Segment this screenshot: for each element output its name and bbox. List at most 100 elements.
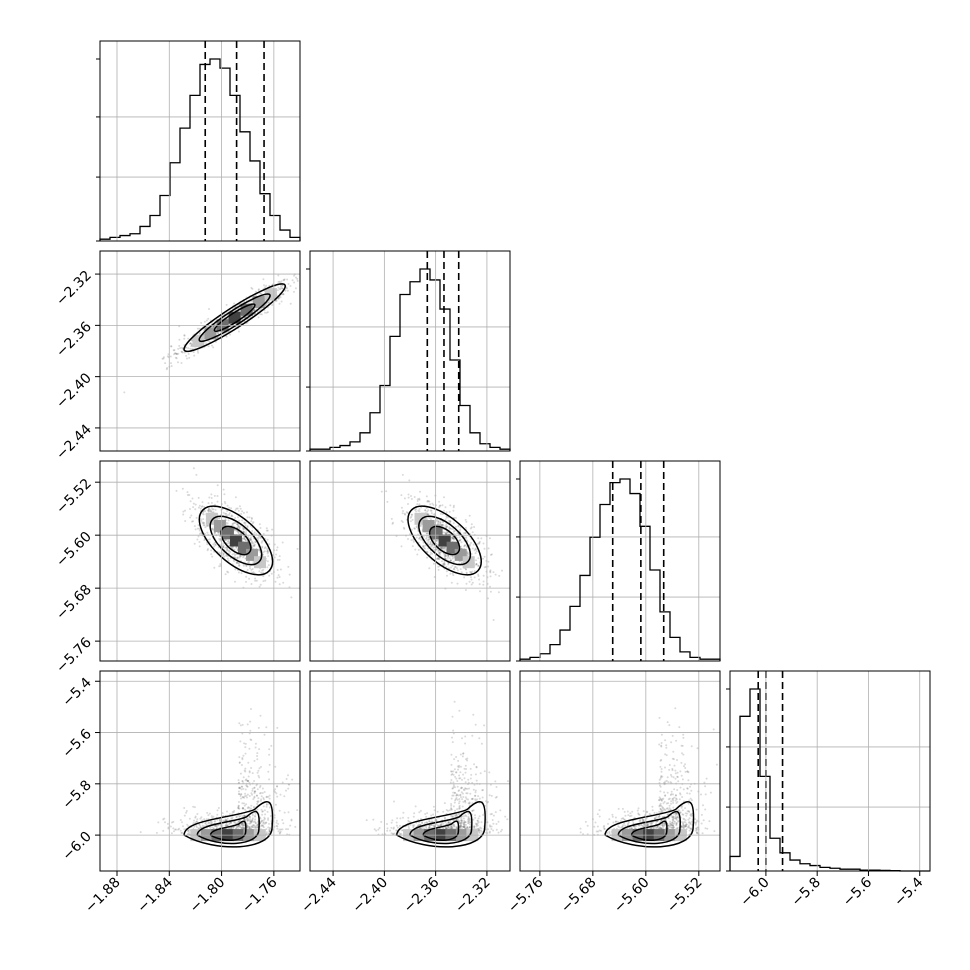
scatter-point (260, 795, 263, 798)
scatter-point (203, 818, 206, 821)
scatter-point (418, 503, 421, 506)
scatter-point (464, 589, 467, 591)
scatter-point (243, 536, 246, 539)
scatter-point (188, 494, 191, 496)
scatter-point (446, 531, 449, 534)
scatter-point (274, 765, 277, 768)
scatter-point (223, 493, 226, 496)
scatter-point (224, 517, 227, 520)
scatter-point (236, 523, 239, 526)
scatter-point (195, 473, 198, 476)
scatter-point (248, 795, 251, 797)
scatter-point (213, 545, 216, 548)
scatter-point (442, 521, 444, 524)
scatter-point (196, 818, 199, 821)
scatter-point (226, 555, 228, 557)
scatter-point (403, 512, 406, 515)
scatter-point (400, 506, 403, 509)
scatter-point (197, 496, 200, 499)
scatter-point (217, 824, 220, 827)
scatter-point (623, 818, 626, 821)
scatter-point (268, 753, 271, 756)
contour-panel-0-1 (123, 273, 299, 394)
scatter-point (258, 748, 261, 751)
scatter-point (287, 811, 290, 814)
scatter-point (400, 519, 403, 522)
scatter-point (287, 787, 290, 790)
scatter-point (448, 557, 451, 560)
scatter-point (222, 544, 225, 547)
contour-level-1 (198, 293, 271, 343)
scatter-point (423, 545, 426, 548)
scatter-point (447, 555, 450, 558)
scatter-point (386, 827, 389, 830)
scatter-point (262, 551, 265, 554)
scatter-point (246, 526, 249, 529)
scatter-point (466, 826, 469, 829)
scatter-point (457, 524, 460, 527)
scatter-point (426, 513, 429, 516)
scatter-point (228, 513, 231, 516)
scatter-point (450, 797, 453, 800)
scatter-point (218, 517, 220, 520)
scatter-point (194, 815, 197, 818)
scatter-point (253, 544, 256, 547)
scatter-point (262, 819, 265, 822)
contour-level-0 (183, 283, 287, 353)
scatter-point (478, 831, 481, 834)
scatter-point (246, 516, 249, 519)
scatter-point (206, 509, 209, 512)
scatter-point (668, 804, 671, 807)
scatter-point (386, 823, 388, 825)
scatter-point (262, 533, 265, 535)
scatter-point (243, 521, 246, 524)
scatter-point (431, 502, 434, 505)
scatter-point (401, 512, 404, 515)
scatter-point (504, 815, 507, 818)
scatter-point (213, 494, 216, 497)
scatter-point (242, 528, 245, 530)
scatter-point (201, 512, 204, 515)
scatter-point (449, 572, 452, 575)
scatter-point (226, 542, 229, 545)
scatter-point (227, 540, 230, 543)
scatter-point (254, 579, 257, 582)
scatter-point (494, 573, 497, 576)
density-shading (205, 512, 266, 569)
scatter-point (470, 523, 473, 526)
scatter-point (261, 540, 264, 543)
scatter-point (475, 563, 478, 565)
scatter-point (213, 566, 216, 569)
scatter-point (478, 797, 481, 800)
scatter-point (456, 785, 459, 788)
scatter-point (424, 509, 427, 512)
scatter-point (259, 313, 262, 316)
scatter-point (251, 530, 254, 532)
scatter-point (459, 765, 462, 768)
scatter-point (240, 315, 243, 318)
scatter-point (424, 547, 426, 550)
scatter-point (257, 289, 260, 292)
scatter-point (235, 815, 238, 818)
scatter-point (281, 287, 284, 290)
scatter-point (262, 575, 265, 578)
scatter-point (474, 723, 477, 726)
scatter-point (281, 284, 284, 287)
scatter-point (192, 502, 195, 505)
scatter-point (251, 787, 254, 790)
scatter-point (467, 822, 470, 825)
scatter-point (438, 500, 441, 503)
scatter-point (465, 582, 468, 585)
scatter-points (139, 708, 299, 837)
histogram-frame-2 (519, 460, 721, 662)
scatter-point (177, 352, 180, 355)
scatter-point (468, 787, 471, 790)
scatter-point (259, 784, 262, 787)
scatter-point (268, 797, 271, 800)
scatter-point (275, 821, 278, 824)
scatter-point (281, 293, 284, 296)
scatter-point (279, 287, 282, 290)
scatter-point (284, 289, 287, 292)
scatter-point (675, 739, 678, 742)
scatter-point (453, 700, 456, 703)
